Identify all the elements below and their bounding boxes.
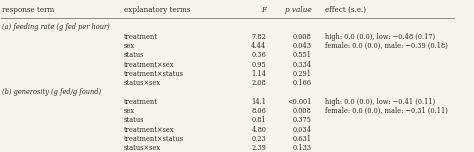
Text: 0.034: 0.034 xyxy=(293,126,312,134)
Text: effect (s.e.): effect (s.e.) xyxy=(325,6,366,14)
Text: 4.44: 4.44 xyxy=(251,42,266,50)
Text: <0.001: <0.001 xyxy=(287,98,312,106)
Text: p value: p value xyxy=(285,6,312,14)
Text: 8.06: 8.06 xyxy=(252,107,266,115)
Text: 0.23: 0.23 xyxy=(252,135,266,143)
Text: 2.08: 2.08 xyxy=(252,79,266,87)
Text: 7.82: 7.82 xyxy=(252,33,266,41)
Text: F: F xyxy=(262,6,266,14)
Text: explanatory terms: explanatory terms xyxy=(124,6,190,14)
Text: status×sex: status×sex xyxy=(124,79,161,87)
Text: (b) generosity (g fed/g found): (b) generosity (g fed/g found) xyxy=(2,88,101,97)
Text: 0.81: 0.81 xyxy=(252,116,266,124)
Text: 0.551: 0.551 xyxy=(293,51,312,59)
Text: 0.375: 0.375 xyxy=(293,116,312,124)
Text: treatment: treatment xyxy=(124,98,158,106)
Text: treatment×sex: treatment×sex xyxy=(124,126,174,134)
Text: status×sex: status×sex xyxy=(124,144,161,152)
Text: female: 0.0 (0.0), male: −0.31 (0.11): female: 0.0 (0.0), male: −0.31 (0.11) xyxy=(325,107,448,115)
Text: 0.36: 0.36 xyxy=(252,51,266,59)
Text: treatment×status: treatment×status xyxy=(124,135,184,143)
Text: 2.39: 2.39 xyxy=(252,144,266,152)
Text: 14.1: 14.1 xyxy=(251,98,266,106)
Text: 4.80: 4.80 xyxy=(252,126,266,134)
Text: (a) feeding rate (g fed per hour): (a) feeding rate (g fed per hour) xyxy=(2,23,110,31)
Text: 0.631: 0.631 xyxy=(293,135,312,143)
Text: treatment: treatment xyxy=(124,33,158,41)
Text: status: status xyxy=(124,51,144,59)
Text: 0.166: 0.166 xyxy=(293,79,312,87)
Text: high: 0.0 (0.0), low: −0.48 (0.17): high: 0.0 (0.0), low: −0.48 (0.17) xyxy=(325,33,436,41)
Text: sex: sex xyxy=(124,42,135,50)
Text: 0.95: 0.95 xyxy=(252,61,266,69)
Text: treatment×sex: treatment×sex xyxy=(124,61,174,69)
Text: 0.334: 0.334 xyxy=(292,61,312,69)
Text: 0.291: 0.291 xyxy=(293,70,312,78)
Text: response term: response term xyxy=(2,6,55,14)
Text: treatment×status: treatment×status xyxy=(124,70,184,78)
Text: sex: sex xyxy=(124,107,135,115)
Text: 0.133: 0.133 xyxy=(293,144,312,152)
Text: high: 0.0 (0.0), low: −0.41 (0.11): high: 0.0 (0.0), low: −0.41 (0.11) xyxy=(325,98,436,106)
Text: 0.008: 0.008 xyxy=(293,33,312,41)
Text: status: status xyxy=(124,116,144,124)
Text: 1.14: 1.14 xyxy=(251,70,266,78)
Text: 0.008: 0.008 xyxy=(293,107,312,115)
Text: 0.043: 0.043 xyxy=(293,42,312,50)
Text: female: 0.0 (0.0), male: −0.39 (0.18): female: 0.0 (0.0), male: −0.39 (0.18) xyxy=(325,42,448,50)
